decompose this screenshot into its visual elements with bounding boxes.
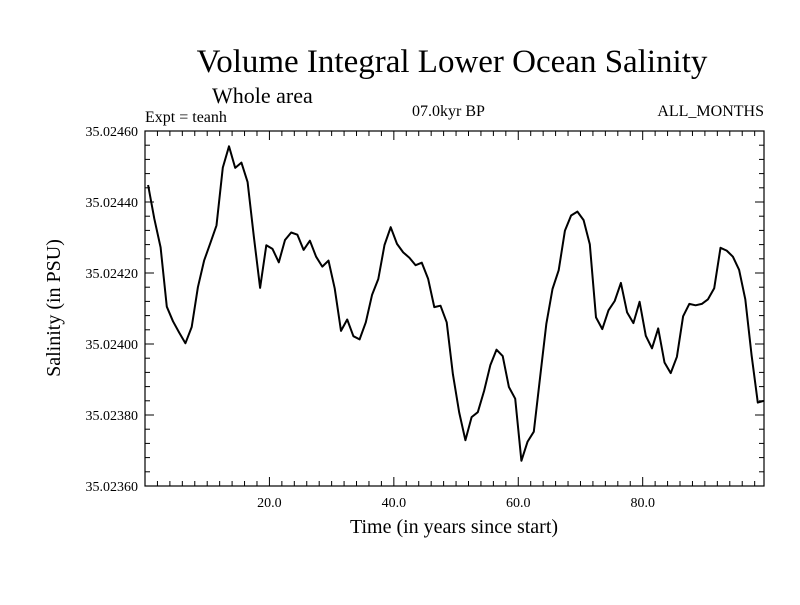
x-tick-label: 60.0 bbox=[506, 496, 531, 511]
x-tick-label: 40.0 bbox=[382, 496, 407, 511]
y-axis-label: Salinity (in PSU) bbox=[43, 239, 65, 377]
period-label: 07.0kyr BP bbox=[412, 103, 485, 120]
y-tick-label: 35.02460 bbox=[86, 125, 139, 140]
y-tick-label: 35.02440 bbox=[86, 196, 139, 211]
x-tick-label: 80.0 bbox=[630, 496, 655, 511]
chart-title: Volume Integral Lower Ocean Salinity bbox=[197, 44, 708, 80]
experiment-label: Expt = teanh bbox=[145, 109, 227, 126]
chart-subtitle: Whole area bbox=[212, 83, 313, 108]
y-tick-labels: 35.02360 35.02380 35.02400 35.02420 35.02440… bbox=[86, 125, 139, 495]
x-tick-label: 20.0 bbox=[257, 496, 282, 511]
y-tick-label: 35.02380 bbox=[86, 409, 139, 424]
y-tick-label: 35.02360 bbox=[86, 480, 139, 495]
plot-frame bbox=[144, 130, 765, 487]
axis-ticks bbox=[145, 130, 764, 487]
y-tick-label: 35.02400 bbox=[86, 338, 139, 353]
y-tick-label: 35.02420 bbox=[86, 267, 139, 282]
months-label: ALL_MONTHS bbox=[657, 103, 764, 120]
salinity-series-line bbox=[147, 145, 765, 462]
x-tick-labels: 20.0 40.0 60.0 80.0 bbox=[257, 496, 655, 511]
x-axis-label: Time (in years since start) bbox=[350, 516, 558, 538]
